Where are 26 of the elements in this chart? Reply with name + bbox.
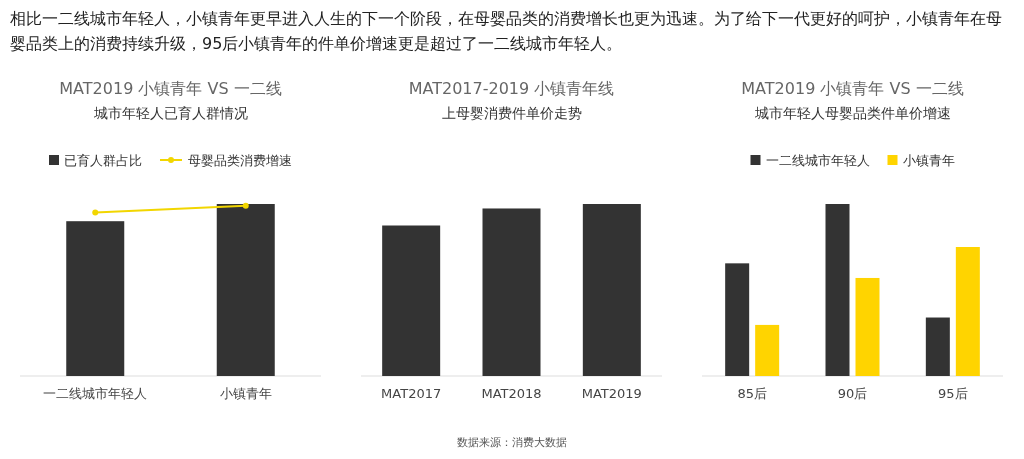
bar: [725, 263, 750, 376]
chart-subtitle: 上母婴消费件单价走势: [441, 105, 582, 121]
bar: [755, 324, 780, 376]
bar: [955, 247, 980, 376]
legend-label: 一二线城市年轻人: [765, 153, 870, 168]
chart-subtitle: 城市年轻人已育人群情况: [92, 105, 248, 121]
legend-label: 母婴品类消费增速: [188, 153, 292, 168]
chart-subtitle: 城市年轻人母婴品类件单价增速: [753, 105, 951, 121]
source-note: 数据来源：消费大数据: [456, 435, 568, 450]
x-tick-label: 一二线城市年轻人: [43, 386, 148, 401]
x-tick-label: 95后: [938, 386, 968, 401]
chart-title: MAT2019 小镇青年 VS 一二线: [741, 79, 964, 98]
bar: [855, 277, 880, 376]
chart-title: MAT2017-2019 小镇青年线: [408, 79, 615, 98]
x-tick-label: 小镇青年: [219, 386, 272, 401]
legend-label: 已育人群占比: [64, 153, 142, 168]
chart-title: MAT2019 小镇青年 VS 一二线: [59, 79, 282, 98]
x-tick-label: MAT2017: [381, 386, 442, 401]
x-tick-label: MAT2018: [481, 386, 542, 401]
legend-label: 小镇青年: [902, 153, 955, 168]
bar: [825, 204, 850, 376]
x-tick-label: MAT2019: [581, 386, 642, 401]
text: 相比一二线城市年轻人，小镇青年更早进入人生的下一个阶段，在母婴品类的消费增长也更为迅速。为了给下一代更好的呵护，小镇青年在母婴品类上的消费持续升级，95后小镇青年的件单价增速更是超过了一二线城市年轻人。: [10, 8, 1003, 55]
x-tick-label: 85后: [737, 386, 767, 401]
bar: [925, 317, 950, 376]
x-tick-label: 90后: [837, 386, 868, 401]
